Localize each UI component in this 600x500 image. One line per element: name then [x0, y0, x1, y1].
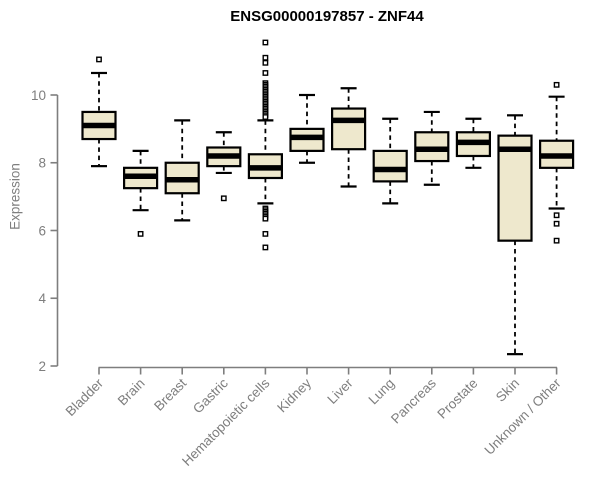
outlier-unknown-other — [553, 212, 560, 219]
outlier-hematopoietic-cells — [262, 244, 269, 251]
outlier-hematopoietic-cells — [262, 114, 269, 120]
y-tick-label: 6 — [38, 223, 46, 238]
chart-title: ENSG00000197857 - ZNF44 — [230, 8, 424, 25]
x-tick-label-kidney: Kidney — [274, 375, 314, 415]
box-lung — [372, 149, 408, 183]
outlier-hematopoietic-cells — [262, 54, 269, 61]
x-tick-label-gastric: Gastric — [190, 375, 231, 416]
outlier-unknown-other — [553, 237, 560, 244]
outlier-hematopoietic-cells — [262, 215, 269, 222]
outlier-unknown-other — [553, 220, 560, 227]
y-tick-label: 2 — [38, 359, 46, 374]
outlier-brain — [137, 230, 144, 237]
outlier-bladder — [96, 56, 102, 63]
y-tick-label: 4 — [38, 291, 46, 306]
x-tick-label-prostate: Prostate — [434, 376, 480, 422]
box-skin — [497, 134, 533, 242]
x-tick-label-lung: Lung — [365, 376, 397, 408]
y-tick-label: 8 — [38, 156, 46, 171]
outlier-unknown-other — [553, 81, 560, 88]
x-tick-label-brain: Brain — [115, 376, 148, 409]
box-liver — [331, 107, 367, 151]
x-tick-label-pancreas: Pancreas — [388, 375, 439, 426]
x-tick-label-bladder: Bladder — [63, 375, 107, 419]
outlier-hematopoietic-cells — [262, 39, 269, 46]
outlier-hematopoietic-cells — [262, 70, 269, 76]
outlier-hematopoietic-cells — [262, 230, 269, 237]
outlier-gastric — [220, 195, 227, 202]
y-tick-label: 10 — [31, 88, 46, 103]
x-tick-label-liver: Liver — [324, 375, 356, 407]
x-tick-label-breast: Breast — [151, 375, 189, 413]
x-tick-label-skin: Skin — [493, 376, 522, 405]
x-tick-label-unknown-other: Unknown / Other — [481, 375, 564, 458]
outlier-hematopoietic-cells — [262, 59, 269, 66]
